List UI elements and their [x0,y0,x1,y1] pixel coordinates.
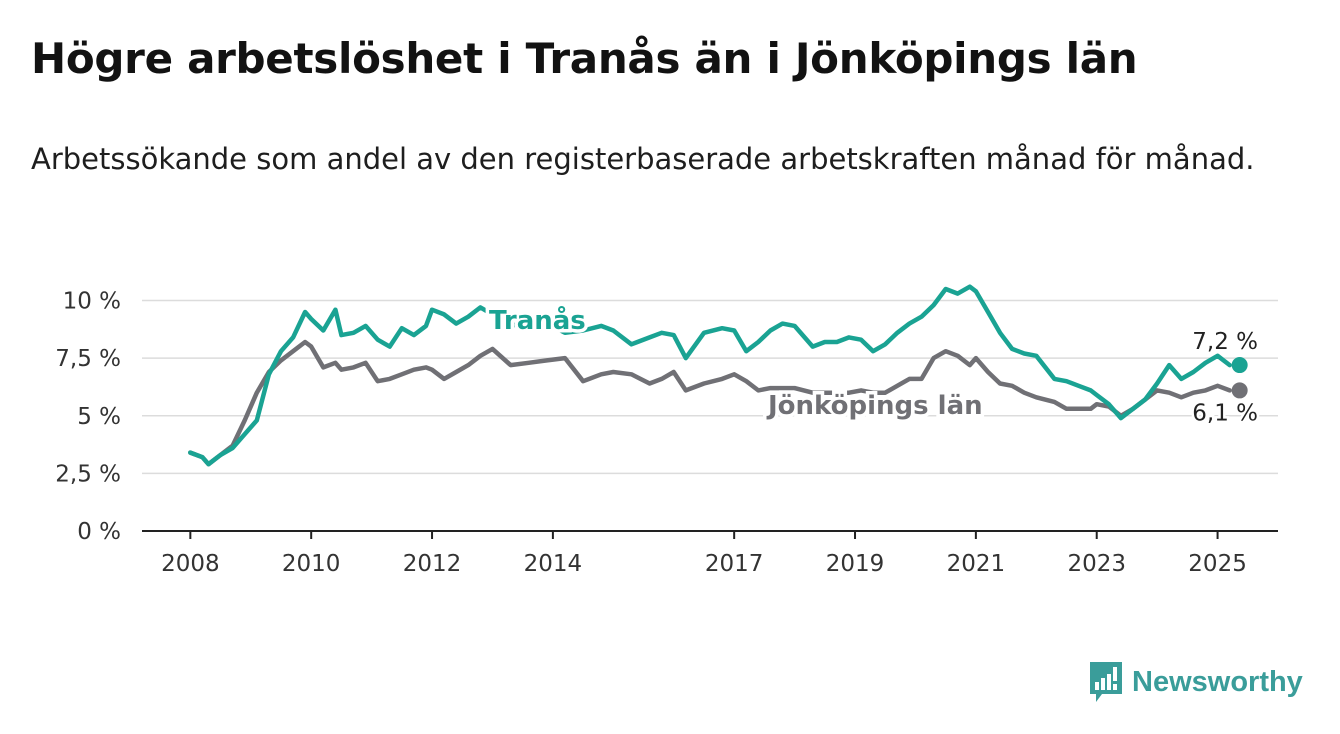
newsworthy-logo: Newsworthy [1088,660,1303,704]
x-tick-label: 2021 [947,551,1006,577]
series-label-jonkopings-lan: Jönköpings län [766,391,983,421]
series-lines [188,284,1248,467]
x-tick-label: 2010 [282,551,341,577]
y-tick-label: 0 % [77,519,121,545]
x-tick-label: 2017 [705,551,764,577]
series-labels: 7,2 % 6,1 % Tranås Jönköpings län [486,301,1261,429]
bar-chart-logo-icon [1090,662,1122,702]
brand-name: Newsworthy [1132,665,1303,698]
grid-lines [142,299,1278,475]
series-label-tranas: Tranås [489,304,586,336]
x-tick-label: 2014 [524,551,583,577]
series-end-marker [1231,382,1248,399]
series-end-label: 7,2 % [1192,329,1258,355]
y-tick-label: 5 % [77,404,121,430]
x-tick-label: 2012 [403,551,462,577]
series-end-marker [1231,357,1248,374]
chart-title: Högre arbetslöshet i Tranås än i Jönköpi… [31,34,1138,83]
x-tick-label: 2023 [1067,551,1126,577]
x-axis: 2008 2010 2012 2014 2017 2019 2021 2023 2025 [142,530,1278,577]
y-tick-label: 10 % [63,289,121,315]
series-line-tranas [188,284,1232,467]
chart-subtitle: Arbetssökande som andel av den registerb… [31,142,1255,176]
x-tick-label: 2025 [1188,551,1247,577]
x-tick-label: 2008 [161,551,220,577]
series-end-label: 6,1 % [1192,400,1258,426]
series-line-jonkopings-lan [188,339,1232,467]
y-tick-label: 2,5 % [55,461,121,487]
y-axis: 0 % 2,5 % 5 % 7,5 % 10 % [55,289,121,545]
y-tick-label: 7,5 % [55,346,121,372]
x-tick-label: 2019 [826,551,885,577]
